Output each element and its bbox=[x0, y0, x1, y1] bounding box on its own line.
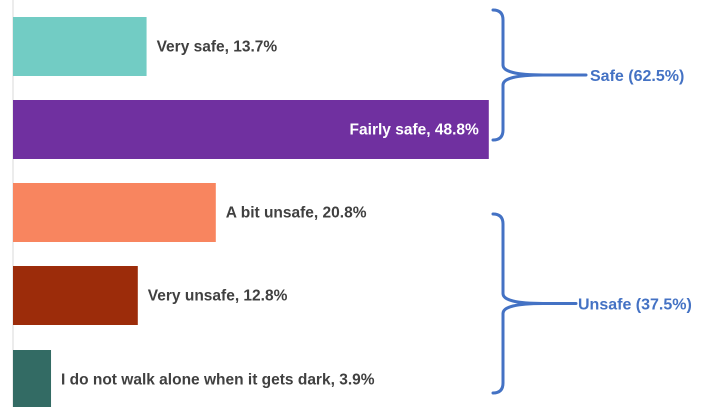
bar-no-walk-alone bbox=[13, 350, 52, 407]
brackets-group: Safe (62.5%) Unsafe (37.5%) bbox=[491, 8, 692, 395]
data-label-very-safe: Very safe, 13.7% bbox=[157, 39, 278, 56]
group-label-unsafe: Unsafe (37.5%) bbox=[578, 297, 692, 314]
data-label-no-walk-alone: I do not walk alone when it gets dark, 3… bbox=[61, 372, 375, 389]
bar-fairly-safe bbox=[13, 100, 489, 159]
data-label-a-bit-unsafe: A bit unsafe, 20.8% bbox=[226, 205, 367, 222]
data-label-fairly-safe: Fairly safe, 48.8% bbox=[350, 122, 479, 139]
bar-very-unsafe bbox=[13, 266, 138, 325]
group-label-safe: Safe (62.5%) bbox=[590, 68, 684, 85]
bracket-unsafe bbox=[491, 212, 545, 395]
data-labels-group: Very safe, 13.7% Fairly safe, 48.8% A bit … bbox=[61, 39, 479, 389]
bar-a-bit-unsafe bbox=[13, 183, 216, 242]
bar-very-safe bbox=[13, 17, 147, 76]
bars-group bbox=[13, 17, 489, 407]
bracket-safe bbox=[491, 8, 545, 142]
data-label-very-unsafe: Very unsafe, 12.8% bbox=[148, 288, 288, 305]
